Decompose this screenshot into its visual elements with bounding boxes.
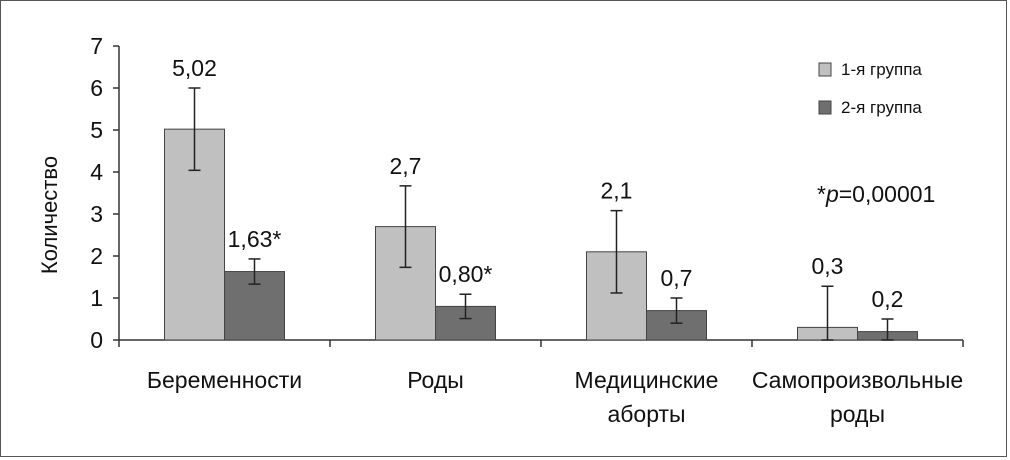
legend-swatch xyxy=(818,100,832,115)
category-label: Роды xyxy=(407,367,464,393)
category-label: роды xyxy=(830,401,885,427)
y-tick-label: 6 xyxy=(90,75,103,101)
y-tick-label: 5 xyxy=(90,117,103,143)
data-label: 5,02 xyxy=(172,55,217,81)
category-label: аборты xyxy=(607,401,685,427)
data-label: 0,80* xyxy=(439,261,493,287)
y-tick-label: 4 xyxy=(90,159,103,185)
note-value: =0,00001 xyxy=(839,181,936,207)
category-label: Беременности xyxy=(147,367,302,393)
y-tick-label: 0 xyxy=(90,327,103,353)
legend-label: 2-я группа xyxy=(841,98,922,117)
y-tick-label: 1 xyxy=(90,285,103,311)
legend: 1-я группа 2-я группа xyxy=(818,60,922,117)
y-tick-label: 3 xyxy=(90,201,103,227)
x-axis: Беременности Роды Медицинские аборты Самопро… xyxy=(118,339,964,427)
data-label: 1,63* xyxy=(228,226,282,252)
legend-label: 1-я группа xyxy=(841,60,922,79)
data-label: 0,3 xyxy=(812,253,844,279)
bars: 5,02 2,7 2,1 0,3 1,63* 0,80* 0,7 0,2 xyxy=(164,55,918,341)
note-p: p xyxy=(825,181,839,207)
y-tick-label: 7 xyxy=(90,33,103,59)
note-prefix: * xyxy=(817,181,826,207)
y-axis-label: Количество xyxy=(37,156,62,274)
data-label: 0,2 xyxy=(872,286,904,312)
significance-note: *p=0,00001 xyxy=(817,181,935,207)
legend-swatch xyxy=(818,62,832,77)
data-label: 2,1 xyxy=(601,178,633,204)
data-label: 0,7 xyxy=(661,265,693,291)
category-label: Самопроизвольные xyxy=(752,367,963,393)
y-axis: 0 1 2 3 4 5 6 7 xyxy=(90,33,120,353)
data-label: 2,7 xyxy=(390,153,422,179)
y-tick-label: 2 xyxy=(90,243,103,269)
category-label: Медицинские xyxy=(575,367,719,393)
